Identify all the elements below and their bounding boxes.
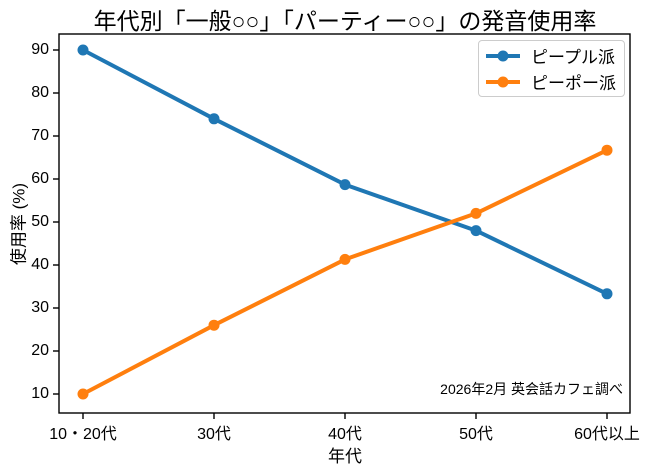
legend-item: ピープル派 — [483, 43, 620, 68]
x-tick-label: 10・20代 — [49, 426, 117, 443]
x-tick-label: 60代以上 — [574, 426, 640, 443]
legend-label: ピーポー派 — [531, 74, 616, 93]
y-tick-label: 80 — [31, 84, 49, 101]
x-tick-label: 30代 — [197, 426, 231, 443]
x-tick-label: 40代 — [328, 426, 362, 443]
y-tick-label: 60 — [31, 170, 49, 187]
x-tick-label: 50代 — [459, 426, 493, 443]
y-tick-label: 40 — [31, 256, 49, 273]
source-annotation: 2026年2月 英会話カフェ調べ — [440, 381, 623, 397]
legend-line-marker-icon — [486, 50, 520, 61]
chart-title: 年代別「一般○○」「パーティー○○」の発音使用率 — [93, 8, 597, 34]
y-tick-label: 20 — [31, 342, 49, 359]
y-tick-label: 70 — [31, 127, 49, 144]
y-tick-label: 30 — [31, 299, 49, 316]
legend-item: ピーポー派 — [483, 69, 620, 94]
legend: ピープル派 ピーポー派 — [478, 40, 625, 97]
legend-line-marker-icon — [486, 76, 520, 87]
legend-label: ピープル派 — [531, 48, 615, 67]
y-tick-label: 90 — [31, 41, 49, 58]
y-tick-label: 10 — [31, 385, 49, 402]
y-tick-label: 50 — [31, 213, 49, 230]
x-axis-label: 年代 — [328, 447, 362, 466]
